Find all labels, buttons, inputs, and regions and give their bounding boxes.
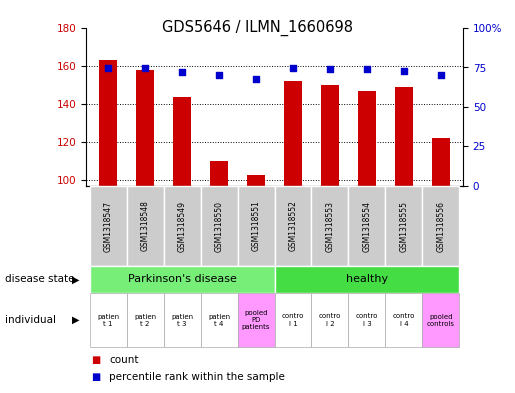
Bar bbox=[164, 186, 200, 266]
Bar bbox=[136, 70, 154, 186]
Text: GSM1318552: GSM1318552 bbox=[288, 200, 298, 252]
Text: pooled
controls: pooled controls bbox=[427, 314, 455, 327]
Bar bbox=[321, 85, 339, 186]
Text: GSM1318549: GSM1318549 bbox=[178, 200, 186, 252]
Bar bbox=[164, 293, 200, 347]
Bar bbox=[422, 186, 459, 266]
Bar bbox=[90, 293, 127, 347]
Text: contro
l 1: contro l 1 bbox=[282, 314, 304, 327]
Bar bbox=[385, 293, 422, 347]
Bar bbox=[312, 186, 349, 266]
Text: patien
t 4: patien t 4 bbox=[208, 314, 230, 327]
Text: ▶: ▶ bbox=[72, 315, 80, 325]
Bar bbox=[210, 161, 228, 186]
Text: percentile rank within the sample: percentile rank within the sample bbox=[109, 372, 285, 382]
Bar bbox=[394, 87, 413, 186]
Point bbox=[400, 68, 408, 74]
Text: ■: ■ bbox=[91, 354, 100, 365]
Text: GSM1318555: GSM1318555 bbox=[399, 200, 408, 252]
Text: ■: ■ bbox=[91, 372, 100, 382]
Text: GSM1318547: GSM1318547 bbox=[104, 200, 113, 252]
Text: GSM1318551: GSM1318551 bbox=[251, 200, 261, 252]
Text: healthy: healthy bbox=[346, 274, 388, 285]
Text: individual: individual bbox=[5, 315, 56, 325]
Text: pooled
PD
patients: pooled PD patients bbox=[242, 310, 270, 330]
Bar bbox=[422, 293, 459, 347]
Text: count: count bbox=[109, 354, 139, 365]
Text: patien
t 2: patien t 2 bbox=[134, 314, 156, 327]
Text: GSM1318550: GSM1318550 bbox=[215, 200, 224, 252]
Point bbox=[437, 72, 445, 79]
Bar bbox=[274, 293, 312, 347]
Bar bbox=[432, 138, 450, 186]
Point bbox=[326, 66, 334, 72]
Point bbox=[252, 75, 260, 82]
Text: Parkinson's disease: Parkinson's disease bbox=[128, 274, 236, 285]
Point bbox=[363, 66, 371, 72]
Bar bbox=[357, 91, 376, 186]
Text: patien
t 1: patien t 1 bbox=[97, 314, 119, 327]
Bar bbox=[127, 186, 164, 266]
Bar bbox=[90, 186, 127, 266]
Text: GSM1318554: GSM1318554 bbox=[363, 200, 371, 252]
Text: GSM1318556: GSM1318556 bbox=[436, 200, 445, 252]
Bar bbox=[200, 186, 237, 266]
Bar bbox=[274, 266, 459, 293]
Bar bbox=[247, 174, 265, 186]
Point bbox=[104, 64, 112, 71]
Bar bbox=[349, 186, 385, 266]
Text: GSM1318548: GSM1318548 bbox=[141, 200, 150, 252]
Text: GDS5646 / ILMN_1660698: GDS5646 / ILMN_1660698 bbox=[162, 20, 353, 36]
Bar bbox=[274, 186, 312, 266]
Text: contro
l 4: contro l 4 bbox=[392, 314, 415, 327]
Bar bbox=[200, 293, 237, 347]
Bar bbox=[237, 293, 274, 347]
Bar bbox=[284, 81, 302, 186]
Bar bbox=[349, 293, 385, 347]
Bar bbox=[173, 97, 192, 186]
Text: patien
t 3: patien t 3 bbox=[171, 314, 193, 327]
Text: contro
l 3: contro l 3 bbox=[356, 314, 378, 327]
Bar bbox=[90, 266, 274, 293]
Text: GSM1318553: GSM1318553 bbox=[325, 200, 334, 252]
Text: contro
l 2: contro l 2 bbox=[319, 314, 341, 327]
Point bbox=[289, 64, 297, 71]
Bar bbox=[312, 293, 349, 347]
Bar bbox=[127, 293, 164, 347]
Text: ▶: ▶ bbox=[72, 274, 80, 285]
Bar bbox=[385, 186, 422, 266]
Bar bbox=[99, 61, 117, 186]
Point bbox=[178, 69, 186, 75]
Text: disease state: disease state bbox=[5, 274, 75, 285]
Point bbox=[141, 64, 149, 71]
Point bbox=[215, 72, 223, 79]
Bar bbox=[237, 186, 274, 266]
